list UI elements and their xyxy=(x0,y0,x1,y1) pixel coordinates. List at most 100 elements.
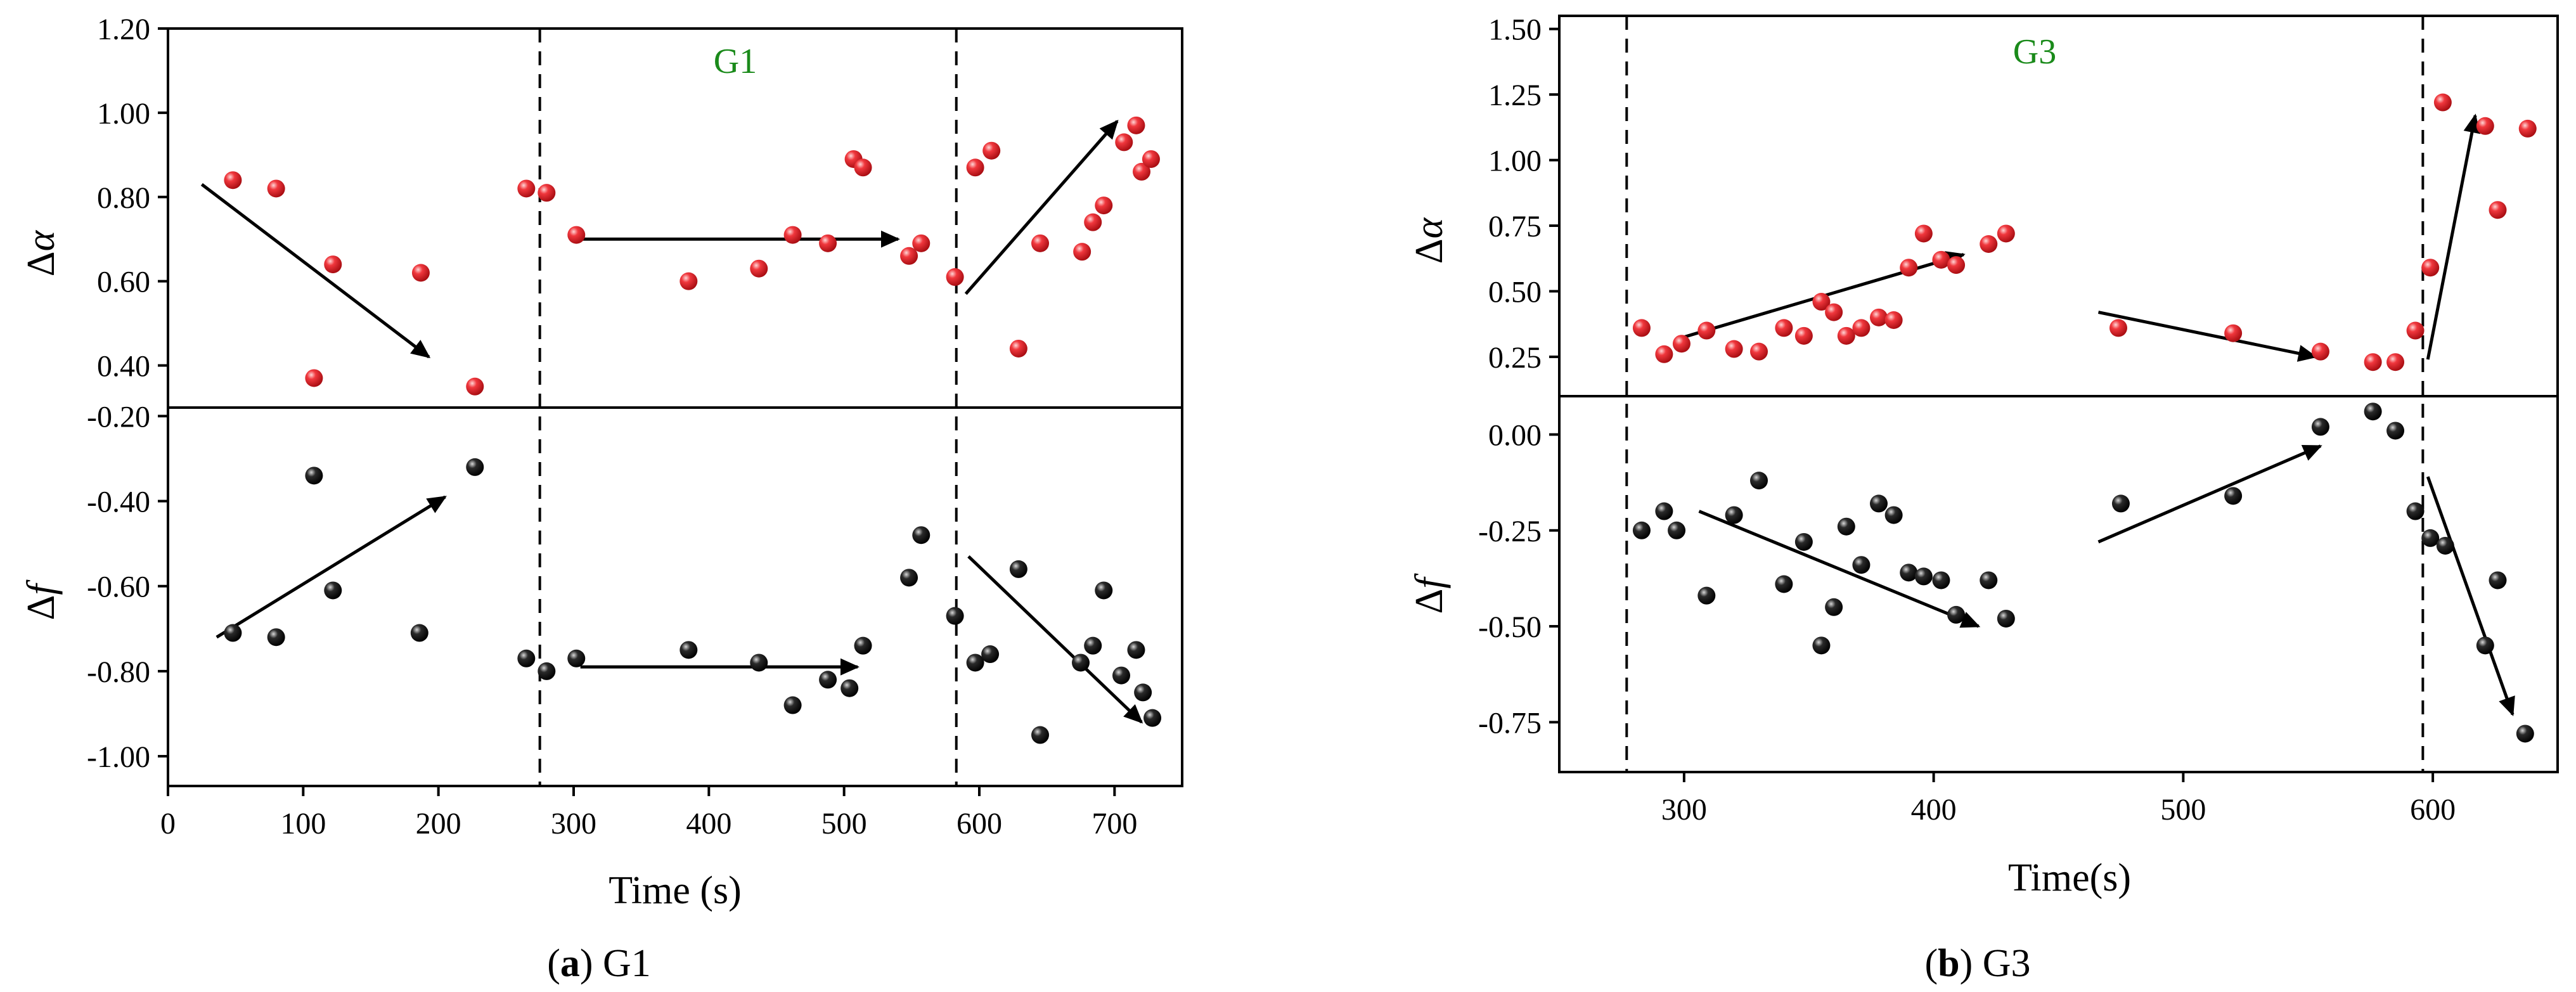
panel-b-top-point xyxy=(2386,353,2405,371)
panel-a-top-ylabel: Δα xyxy=(20,229,63,276)
panel-a-top-point xyxy=(854,158,872,177)
panel-b-top-point xyxy=(1947,256,1966,274)
panel-a-top-point xyxy=(466,377,484,396)
panel-b-bottom-ytick-label: -0.50 xyxy=(1478,610,1542,644)
panel-b-bottom-point xyxy=(1852,556,1871,574)
panel-a-bottom-point xyxy=(1143,709,1162,727)
panel-a-top-point xyxy=(305,369,323,387)
panel-b-top-point xyxy=(2406,321,2425,340)
panel-b-top-point xyxy=(1750,342,1768,361)
panel-b-bottom-point xyxy=(1947,605,1966,624)
panel-b-top-point xyxy=(1672,335,1690,353)
panel-a-bottom-point xyxy=(410,624,428,642)
panel-b-top-trend-arrow-1 xyxy=(2097,311,2318,362)
panel-a-xtick-label: 0 xyxy=(160,807,176,841)
panel-a-top-point xyxy=(912,234,931,252)
panel-b-top-trend-arrow-2 xyxy=(2426,113,2481,360)
panel-a-top-point xyxy=(679,272,698,290)
panel-a-bottom-ytick-label: -1.00 xyxy=(87,740,150,774)
panel-a-top-ytick-label: 0.60 xyxy=(97,266,150,299)
panel-a-bottom-point xyxy=(912,526,931,544)
panel-b-bottom-trend-arrow-2 xyxy=(2426,476,2515,717)
panel-a-bottom-ylabel-prefix: Δ xyxy=(20,595,63,621)
panel-b-bottom-point xyxy=(1794,532,1813,551)
panel-a-caption-open: ( xyxy=(547,942,560,985)
panel-b-bottom-ytick-label: 0.00 xyxy=(1488,419,1542,453)
panel-b-top-point xyxy=(2364,353,2382,371)
panel-a-top-point xyxy=(966,158,984,177)
panel-a-top-point xyxy=(900,247,918,265)
panel-a-bottom-ytick-label: -0.40 xyxy=(87,486,150,519)
panel-b-top-point xyxy=(1655,345,1673,363)
panel-b-bottom-ylabel: Δf xyxy=(1408,573,1451,614)
panel-b-bottom-point xyxy=(2386,422,2405,440)
panel-b-top-point xyxy=(1812,293,1831,311)
panel-a-top-point xyxy=(411,264,430,282)
panel-b-bottom-point xyxy=(1900,564,1918,582)
panel-a-bottom-point xyxy=(679,641,698,659)
panel-a-top-point xyxy=(1009,339,1027,358)
panel-a-bottom-point xyxy=(224,624,242,642)
panel-a-bottom-point xyxy=(1112,666,1130,685)
panel-b-top-point xyxy=(1914,224,1933,243)
panel-a-top-point xyxy=(1115,133,1133,151)
panel-a-bottom-ytick-label: -0.80 xyxy=(87,655,150,689)
panel-b-top-ytick-label: 0.25 xyxy=(1488,341,1542,375)
panel-b-xtick-label: 500 xyxy=(2160,793,2206,827)
panel-a-xtick-label: 300 xyxy=(551,807,596,841)
panel-b: G3 Time(s) Δα Δf (b) G3 300 400 500 600 0.25… xyxy=(1408,13,2559,985)
panel-a-xlabel: Time (s) xyxy=(609,869,742,912)
panel-a-bottom-point xyxy=(1134,683,1152,702)
panel-a-xtick-label: 500 xyxy=(821,807,867,841)
panel-b-bottom-ylabel-var: f xyxy=(1408,573,1451,589)
panel-a-bottom-point xyxy=(900,569,918,587)
panel-b-frame xyxy=(1558,15,2559,773)
panel-a-bottom-ylabel-var: f xyxy=(20,579,63,595)
panel-b-bottom-point xyxy=(2421,529,2440,547)
panel-a-caption-rest: G1 xyxy=(593,942,651,985)
panel-b-group-label: G3 xyxy=(2013,32,2056,72)
panel-a-bottom-trend-arrow-2 xyxy=(967,555,1143,724)
panel-b-bottom-point xyxy=(1980,571,1998,589)
panel-a-top-point xyxy=(1084,213,1102,231)
panel-a-bottom-point xyxy=(305,467,323,485)
panel-b-top-point xyxy=(2109,319,2127,337)
panel-b-top-point xyxy=(2476,117,2494,135)
panel-b-top-point xyxy=(1900,259,1918,277)
panel-b-bottom-point xyxy=(2516,725,2534,743)
panel-a-bottom-point xyxy=(538,662,556,680)
panel-a-bottom-ylabel: Δf xyxy=(20,579,63,621)
panel-b-bottom-ytick-label: -0.75 xyxy=(1478,706,1542,740)
panel-b-top-point xyxy=(2489,201,2507,219)
panel-b-top-point xyxy=(2433,93,2452,112)
panel-b-bottom-point xyxy=(1775,575,1793,593)
panel-a-top-point xyxy=(1133,162,1150,181)
panel-b-top-point xyxy=(2421,259,2440,277)
panel-b-caption-open: ( xyxy=(1924,942,1938,985)
panel-a-bottom-point xyxy=(1009,560,1027,578)
panel-a-bottom-point xyxy=(267,628,285,647)
panel-a-top-trend-arrow-0 xyxy=(200,183,431,359)
panel-a: G1 Time (s) Δα Δf (a) G1 0 100 200 300 400 50… xyxy=(20,13,1183,985)
panel-a-top-point xyxy=(1142,150,1160,168)
panel-b-caption-letter: b xyxy=(1938,942,1959,985)
panel-a-bottom-point xyxy=(1031,726,1049,744)
panel-a-xtick-label: 400 xyxy=(686,807,731,841)
panel-a-top-point xyxy=(1031,234,1049,252)
panel-a-bottom-point xyxy=(946,607,964,625)
panel-b-bottom-point xyxy=(1697,586,1716,605)
panel-b-bottom-ylabel-prefix: Δ xyxy=(1408,589,1451,614)
panel-a-caption-letter: a xyxy=(560,942,580,985)
panel-b-xtick-label: 400 xyxy=(1911,793,1957,827)
panel-b-top-point xyxy=(2224,324,2243,342)
panel-b-bottom-point xyxy=(1668,521,1686,539)
panel-a-top-point xyxy=(783,226,802,244)
panel-b-top-ytick-label: 1.00 xyxy=(1488,145,1542,178)
panel-b-top-point xyxy=(1725,340,1743,358)
panel-b-top-point xyxy=(1794,326,1813,345)
panel-a-xtick-label: 700 xyxy=(1092,807,1137,841)
panel-a-top-ytick-label: 0.40 xyxy=(97,350,150,383)
panel-b-caption-close: ) xyxy=(1960,942,1973,985)
panel-b-top-point xyxy=(1632,319,1651,337)
